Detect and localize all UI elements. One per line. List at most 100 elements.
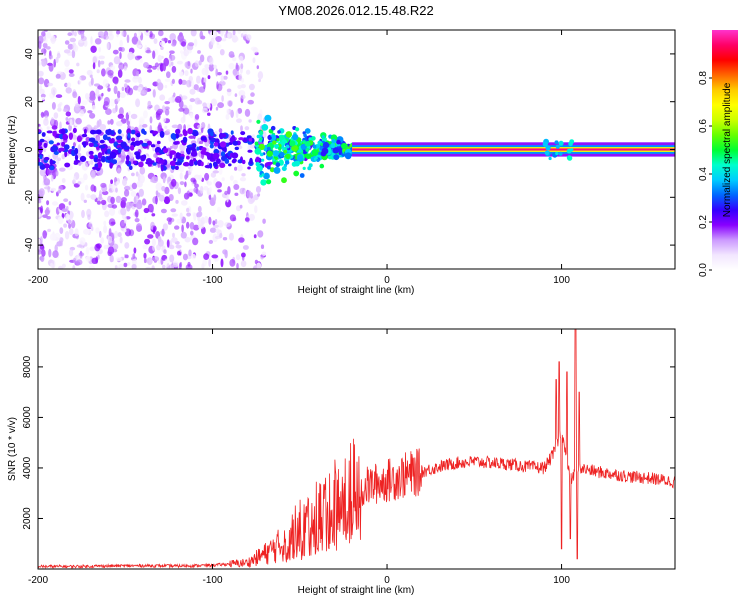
noise-blob (136, 201, 143, 210)
noise-blob (96, 137, 101, 142)
transition-blob (344, 152, 352, 160)
noise-blob (160, 46, 164, 50)
noise-blob (100, 199, 107, 206)
noise-blob (97, 96, 101, 102)
noise-blob (184, 174, 188, 180)
transition-blob (256, 164, 263, 172)
noise-blob (78, 252, 85, 257)
noise-blob (89, 246, 96, 252)
feature-blob (569, 139, 575, 145)
noise-blob (97, 85, 104, 90)
noise-blob (179, 212, 183, 220)
noise-blob (144, 238, 151, 245)
noise-blob (233, 179, 238, 185)
noise-blob (188, 249, 192, 257)
noise-blob (59, 227, 64, 235)
noise-blob (57, 190, 61, 194)
noise-blob (92, 62, 96, 70)
noise-blob (239, 204, 243, 209)
noise-blob (57, 103, 62, 109)
transition-blob (272, 158, 276, 162)
noise-blob (171, 42, 177, 47)
noise-blob (209, 31, 216, 39)
transition-blob (349, 144, 353, 148)
noise-blob (174, 225, 180, 230)
noise-blob (131, 263, 137, 269)
noise-blob (123, 228, 127, 233)
band-blob (190, 151, 198, 157)
noise-blob (202, 102, 207, 108)
band-blob (213, 142, 219, 147)
band-blob (44, 156, 50, 161)
band-blob (232, 140, 238, 146)
noise-blob (115, 187, 118, 193)
noise-blob (218, 128, 223, 134)
noise-blob (224, 222, 231, 227)
noise-blob (51, 102, 56, 110)
transition-blob (263, 172, 270, 180)
noise-blob (149, 31, 153, 38)
noise-blob (228, 232, 234, 241)
noise-blob (217, 102, 225, 109)
noise-blob (63, 223, 67, 228)
noise-blob (117, 90, 121, 99)
noise-blob (119, 39, 123, 48)
noise-blob (73, 31, 77, 37)
noise-blob (68, 248, 74, 257)
noise-blob (238, 55, 244, 64)
noise-blob (68, 69, 74, 74)
noise-blob (38, 40, 42, 50)
transition-blob (261, 158, 265, 162)
band-blob (138, 161, 144, 168)
noise-blob (44, 208, 50, 216)
noise-blob (220, 30, 224, 37)
snr-frame (37, 328, 676, 570)
noise-blob (180, 50, 184, 54)
y-tick-label: 20 (24, 96, 35, 108)
noise-blob (115, 181, 120, 186)
noise-blob (65, 117, 69, 121)
noise-blob (258, 78, 261, 83)
band-blob (141, 128, 146, 134)
noise-blob (72, 142, 76, 148)
noise-blob (242, 245, 249, 250)
noise-blob (217, 220, 224, 228)
band-blob (74, 147, 79, 155)
noise-blob (181, 224, 184, 233)
noise-blob (118, 62, 125, 70)
noise-blob (83, 39, 88, 47)
noise-blob (189, 98, 195, 103)
band-blob (220, 151, 226, 157)
noise-blob (47, 82, 54, 87)
band-blob (159, 130, 165, 138)
noise-blob (114, 230, 119, 239)
transition-blob (336, 139, 341, 145)
noise-blob (88, 265, 95, 269)
band-blob (125, 154, 130, 162)
noise-blob (115, 162, 122, 167)
noise-blob (163, 249, 167, 254)
noise-blob (98, 46, 102, 53)
noise-blob (157, 236, 162, 243)
noise-blob (65, 111, 72, 117)
noise-blob (158, 122, 162, 131)
noise-blob (119, 52, 122, 59)
transition-blob (299, 173, 305, 178)
noise-blob (153, 114, 157, 118)
noise-blob (81, 209, 85, 219)
transition-blob (261, 173, 265, 177)
noise-blob (86, 96, 90, 102)
band-blob (230, 130, 234, 135)
band-blob (182, 161, 190, 167)
noise-blob (164, 108, 170, 116)
noise-blob (201, 263, 205, 269)
noise-blob (229, 214, 236, 222)
noise-blob (245, 34, 252, 41)
transition-blob (254, 141, 259, 146)
band-blob (187, 127, 193, 135)
noise-blob (77, 181, 82, 185)
band-blob (117, 147, 122, 154)
noise-blob (216, 41, 220, 46)
noise-blob (164, 125, 168, 129)
noise-blob (75, 117, 82, 125)
